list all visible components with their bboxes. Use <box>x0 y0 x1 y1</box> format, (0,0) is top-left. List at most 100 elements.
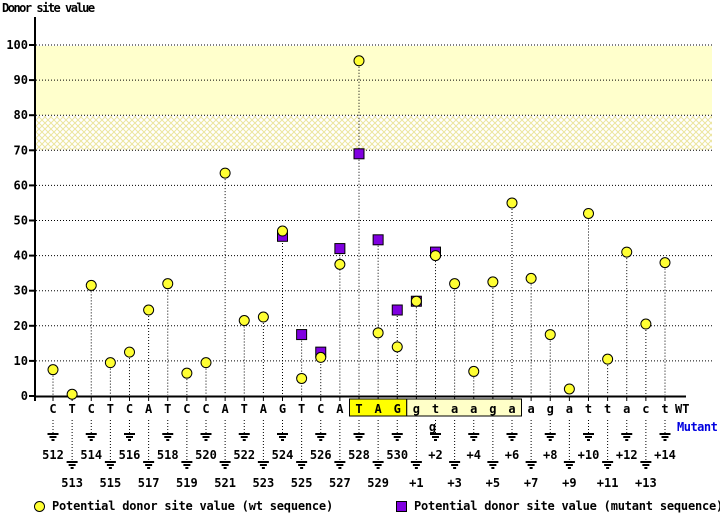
position-label: 529 <box>367 476 389 490</box>
sequence-letter: t <box>604 402 611 416</box>
mutant-base: g <box>429 420 436 434</box>
position-arrow-icon <box>449 461 461 463</box>
position-arrow-icon <box>548 439 552 441</box>
position-arrow-icon <box>298 464 306 466</box>
wt-point <box>296 372 308 384</box>
threshold-bands <box>36 46 712 151</box>
mutant-point <box>353 148 365 160</box>
position-arrow-icon <box>166 439 170 441</box>
wt-point-icon <box>34 500 45 512</box>
position-label: +11 <box>597 476 619 490</box>
position-label: +6 <box>505 448 519 462</box>
position-arrow-icon <box>663 439 667 441</box>
position-arrow-icon <box>104 461 116 463</box>
sequence-letter: t <box>661 402 668 416</box>
sequence-letter: a <box>470 402 477 416</box>
y-tick-label: 50 <box>14 214 28 228</box>
sequence-letter: c <box>642 402 649 416</box>
sequence-letter: g <box>547 402 554 416</box>
position-arrow-icon <box>434 439 437 441</box>
wt-point <box>162 278 174 290</box>
position-arrow-icon <box>510 439 514 441</box>
position-arrow-icon <box>585 436 592 438</box>
position-arrow-icon <box>602 461 614 463</box>
sequence-letter: g <box>489 402 496 416</box>
position-arrow-icon <box>565 464 573 466</box>
sequence-letter: a <box>528 402 535 416</box>
wt-point <box>468 365 480 377</box>
y-tick-label: 100 <box>6 38 28 52</box>
position-labels: 512 513 514 515 516 517 518 519 520 521 522 523 524 5… <box>42 420 676 490</box>
position-label: 513 <box>61 476 83 490</box>
position-arrow-icon <box>583 433 594 435</box>
position-arrow-icon <box>432 436 439 438</box>
position-arrow-icon <box>506 433 518 435</box>
position-arrow-icon <box>470 436 478 438</box>
position-arrow-icon <box>412 464 420 466</box>
sequence-letter: C <box>183 402 190 416</box>
sequence-letter: A <box>375 402 383 416</box>
position-arrow-icon <box>472 439 476 441</box>
position-arrow-icon <box>606 467 610 469</box>
position-arrow-icon <box>395 439 399 441</box>
position-arrow-icon <box>334 461 346 463</box>
wt-point <box>410 295 422 307</box>
position-arrow-icon <box>640 461 652 463</box>
highlight-box-intron <box>406 398 522 417</box>
position-arrow-icon <box>242 439 246 441</box>
sequence-letter: A <box>222 402 230 416</box>
position-arrow-icon <box>279 436 286 438</box>
position-arrow-icon <box>357 439 361 441</box>
position-arrow-icon <box>546 436 554 438</box>
position-arrow-icon <box>453 467 457 469</box>
axes: 0 10 20 30 40 50 60 70 80 90 100 <box>6 17 686 403</box>
position-arrow-icon <box>353 433 365 435</box>
position-label: +14 <box>654 448 676 462</box>
position-arrow-icon <box>126 436 133 438</box>
position-arrow-icon <box>51 439 55 441</box>
wt-point <box>391 341 403 353</box>
y-tick-label: 0 <box>21 389 28 403</box>
position-arrow-icon <box>240 436 248 438</box>
wt-point <box>181 367 193 379</box>
sequence-letter: A <box>336 402 344 416</box>
position-arrow-icon <box>430 433 441 435</box>
position-arrow-icon <box>49 436 57 438</box>
sequence-letter: T <box>69 402 76 416</box>
sequence-letter: T <box>164 402 171 416</box>
position-label: 512 <box>42 448 64 462</box>
sequence-highlight <box>349 398 522 417</box>
position-arrow-icon <box>487 461 499 463</box>
position-label: 527 <box>329 476 351 490</box>
sequence-letter: C <box>49 402 56 416</box>
position-arrow-icon <box>164 436 172 438</box>
wt-point <box>640 318 652 330</box>
position-arrow-icon <box>106 464 114 466</box>
position-label: 514 <box>80 448 102 462</box>
position-arrow-icon <box>525 461 537 463</box>
wt-point <box>525 272 537 284</box>
mutant-row-label: Mutant <box>677 420 718 434</box>
position-arrow-icon <box>68 464 76 466</box>
position-arrow-icon <box>527 464 535 466</box>
position-arrow-icon <box>529 467 533 469</box>
sequence-letter: t <box>585 402 592 416</box>
position-arrow-icon <box>661 436 669 438</box>
sequence-letter: a <box>623 402 630 416</box>
wt-point <box>257 311 269 323</box>
position-arrow-icon <box>124 433 135 435</box>
mutant-point <box>296 329 308 341</box>
data-points <box>47 55 671 400</box>
sequence-letter: g <box>413 402 420 416</box>
position-label: +8 <box>543 448 557 462</box>
position-arrow-icon <box>181 461 193 463</box>
position-label: 518 <box>157 448 179 462</box>
position-label: 515 <box>100 476 122 490</box>
sequence-letter: G <box>279 402 286 416</box>
position-arrow-icon <box>338 467 342 469</box>
mutant-legend-label: Potential donor site value (mutant seque… <box>414 499 720 513</box>
position-label: +3 <box>447 476 461 490</box>
mutant-point-icon <box>396 500 407 512</box>
position-arrow-icon <box>372 461 384 463</box>
